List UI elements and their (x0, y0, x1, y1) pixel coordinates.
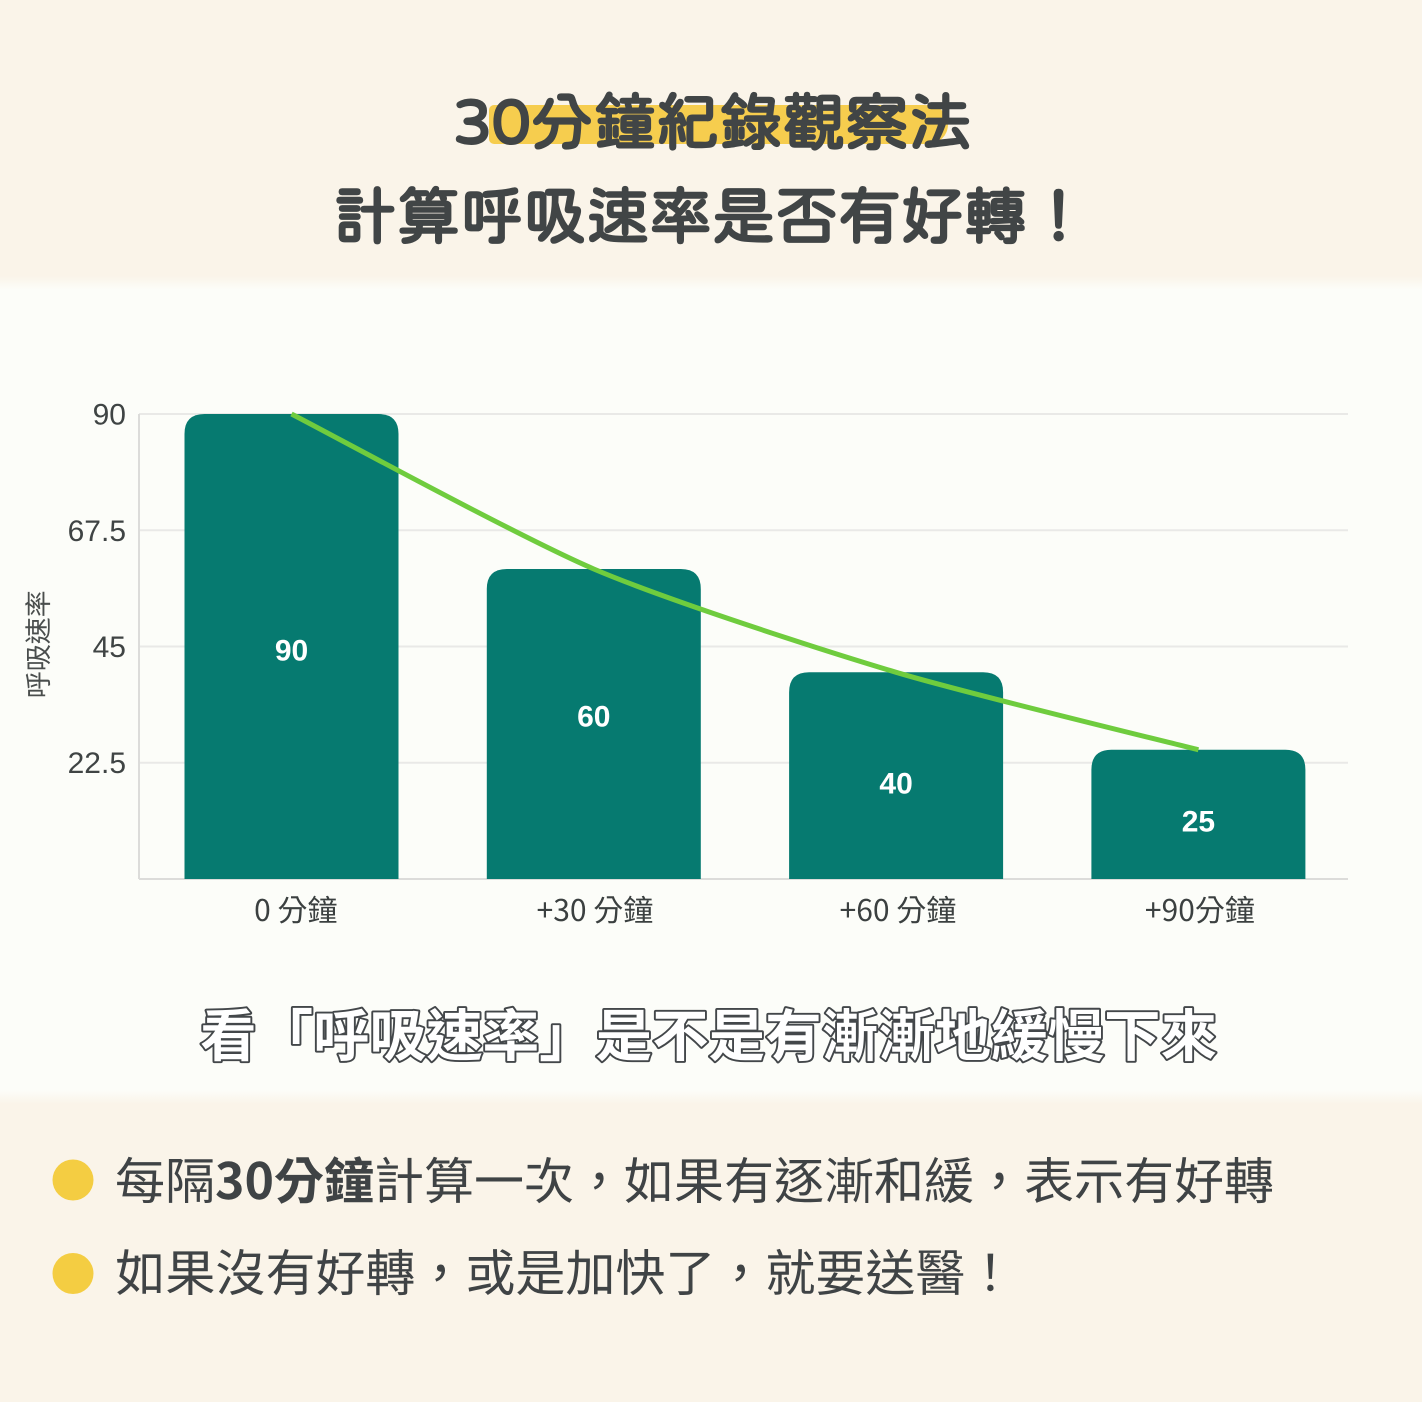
svg-text:90: 90 (275, 635, 308, 668)
svg-text:45: 45 (93, 631, 126, 664)
svg-text:67.5: 67.5 (68, 515, 126, 548)
svg-text:40: 40 (879, 768, 912, 801)
svg-text:22.5: 22.5 (68, 747, 126, 780)
svg-text:60: 60 (577, 701, 610, 734)
svg-text:90: 90 (93, 399, 126, 432)
svg-text:25: 25 (1182, 806, 1215, 839)
